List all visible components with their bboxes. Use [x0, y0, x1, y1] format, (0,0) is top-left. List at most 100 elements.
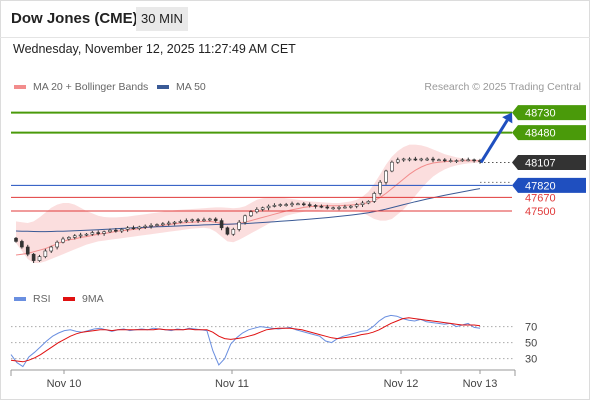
x-tick-label: Nov 12: [384, 378, 419, 390]
candle-body: [313, 205, 318, 207]
candle-body: [325, 206, 330, 209]
candle-body: [296, 203, 300, 206]
candle-body: [14, 237, 18, 242]
candle-body: [213, 218, 218, 221]
candle-body: [155, 224, 159, 226]
candle-body: [190, 219, 195, 222]
resistance-label-box: [512, 105, 586, 121]
candle-body: [237, 221, 241, 230]
legend-label: RSI: [33, 293, 51, 305]
candle-body: [301, 203, 306, 206]
candle-body: [225, 227, 230, 235]
candle-body: [431, 158, 435, 161]
candle-body: [343, 206, 347, 209]
x-tick-label: Nov 13: [463, 378, 498, 390]
last-label-box: [512, 154, 586, 170]
candle-body: [372, 193, 377, 202]
candle-body: [466, 159, 471, 162]
candle-body: [437, 159, 441, 162]
candle-body: [102, 231, 106, 234]
candle-body: [72, 235, 77, 238]
candle-body: [202, 219, 206, 222]
candle-body: [384, 170, 388, 183]
candle-body: [208, 218, 212, 221]
candle-body: [360, 202, 365, 205]
rsi-line: [10, 314, 481, 368]
timeframe-button[interactable]: 30 MIN: [136, 7, 188, 31]
legend-swatch: [14, 85, 26, 89]
candle-body: [78, 234, 83, 237]
candle-body: [114, 229, 118, 232]
candle-body: [20, 241, 24, 248]
candle-body: [137, 226, 142, 229]
candle-body: [319, 205, 324, 208]
legend-label: MA 20 + Bollinger Bands: [33, 81, 148, 93]
candle-body: [460, 159, 465, 162]
pivot-label: 47820: [525, 180, 556, 192]
legend-swatch: [63, 297, 75, 301]
candle-body: [55, 241, 59, 248]
pivot-label-box: [512, 177, 586, 193]
candle-body: [90, 232, 95, 235]
candle-body: [442, 159, 447, 162]
candle-body: [119, 229, 124, 232]
candle-body: [49, 246, 54, 252]
resistance-label: 48730: [525, 108, 556, 120]
rsi-ma-line: [10, 317, 481, 363]
candle-body: [219, 220, 224, 229]
candle-body: [172, 221, 177, 224]
bollinger-band: [16, 144, 480, 263]
candle-body: [395, 159, 400, 163]
candle-body: [266, 205, 271, 209]
ma20-line: [15, 160, 480, 256]
candle-body: [125, 227, 130, 230]
candle-body: [278, 204, 283, 206]
candle-body: [166, 222, 171, 225]
support-label: 47500: [525, 206, 556, 218]
candle-body: [96, 232, 101, 234]
candle-body: [260, 207, 265, 210]
rsi-tick-label: 30: [525, 354, 537, 366]
candle-body: [390, 161, 394, 172]
candle-body: [231, 229, 236, 235]
rsi-tick-label: 50: [525, 338, 537, 350]
target-arrow-head: [502, 112, 513, 124]
candle-body: [25, 246, 30, 255]
legend-swatch: [14, 297, 26, 301]
x-tick-label: Nov 10: [47, 378, 82, 390]
chart-header: Dow Jones (CME) 30 MIN: [0, 0, 590, 37]
candle-body: [454, 160, 459, 162]
candle-body: [413, 158, 418, 161]
legend-swatch: [157, 85, 169, 89]
resistance-label-box: [512, 125, 586, 141]
candle-body: [84, 233, 89, 236]
target-arrow-shaft: [479, 119, 509, 164]
instrument-title: Dow Jones (CME): [11, 10, 138, 27]
watermark: Research © 2025 Trading Central: [424, 81, 581, 93]
timestamp: Wednesday, November 12, 2025 11:27:49 AM…: [13, 42, 296, 56]
candle-body: [67, 237, 71, 240]
candle-body: [425, 158, 429, 161]
candle-body: [37, 256, 42, 261]
candle-body: [448, 160, 453, 162]
legend-label: 9MA: [82, 293, 104, 305]
candle-body: [143, 225, 148, 228]
candle-body: [472, 159, 476, 162]
legend-label: MA 50: [176, 81, 206, 93]
candle-body: [249, 211, 253, 217]
candle-body: [284, 204, 288, 206]
candle-body: [378, 181, 382, 194]
candle-body: [255, 209, 259, 213]
candle-body: [366, 201, 371, 204]
candle-body: [131, 227, 136, 230]
candle-body: [419, 158, 424, 161]
candle-body: [31, 253, 36, 261]
candle-body: [161, 223, 165, 226]
candle-body: [243, 215, 247, 223]
candle-body: [178, 221, 183, 223]
candle-body: [290, 203, 294, 206]
candle-body: [184, 220, 189, 222]
candle-body: [407, 158, 412, 161]
header-divider: [0, 37, 590, 38]
